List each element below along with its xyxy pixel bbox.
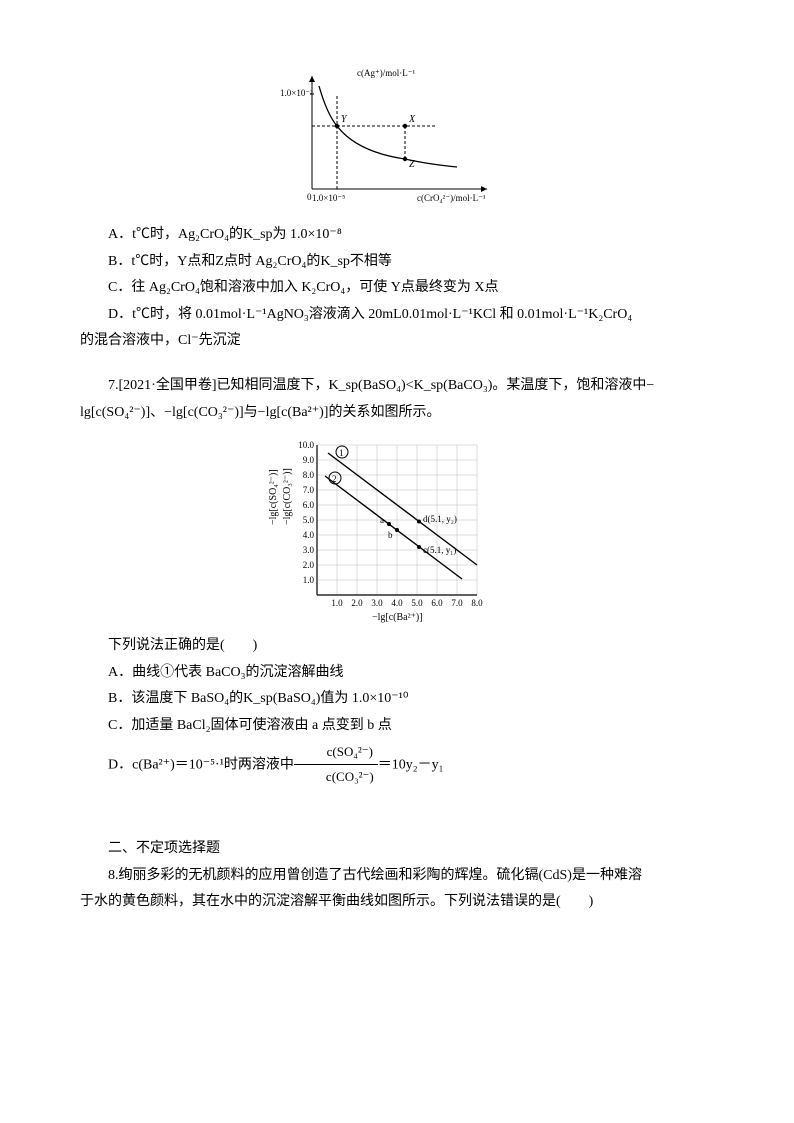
svg-text:3.0: 3.0 <box>371 598 383 608</box>
q6-option-a: A．t℃时，Ag₂CrO₄的K_sp为 1.0×10⁻⁸ <box>80 222 714 249</box>
svg-text:7.0: 7.0 <box>451 598 463 608</box>
chart1-ytick: 1.0×10⁻³ <box>280 88 313 98</box>
svg-text:1.0: 1.0 <box>303 575 315 585</box>
svg-text:c(Ag⁺)/mol·L⁻¹: c(Ag⁺)/mol·L⁻¹ <box>357 68 415 78</box>
q6-option-d1: D．t℃时，将 0.01mol·L⁻¹AgNO₃溶液滴入 20mL0.01mol… <box>80 302 714 329</box>
section-2-title: 二、不定项选择题 <box>80 836 714 863</box>
svg-text:Z: Z <box>409 159 415 170</box>
svg-text:2.0: 2.0 <box>351 598 363 608</box>
svg-text:1.0×10⁻⁵: 1.0×10⁻⁵ <box>312 193 345 203</box>
q7-intro2: lg[c(SO₄²⁻)]、−lg[c(CO₃²⁻)]与−lg[c(Ba²⁺)]的… <box>80 400 714 427</box>
svg-text:8.0: 8.0 <box>303 470 315 480</box>
svg-text:5.0: 5.0 <box>411 598 423 608</box>
svg-text:9.0: 9.0 <box>303 455 315 465</box>
svg-text:10.0: 10.0 <box>298 440 314 450</box>
svg-text:1.0: 1.0 <box>331 598 343 608</box>
svg-text:5.0: 5.0 <box>303 515 315 525</box>
svg-text:6.0: 6.0 <box>303 500 315 510</box>
svg-text:a: a <box>380 515 384 525</box>
svg-text:0: 0 <box>307 192 312 202</box>
q7-option-a: A．曲线①代表 BaCO₃的沉淀溶解曲线 <box>80 660 714 687</box>
svg-text:−lg[c(CO₃²⁻)]: −lg[c(CO₃²⁻)] <box>282 468 293 525</box>
svg-text:4.0: 4.0 <box>391 598 403 608</box>
chart2-container: 1.0 2.0 3.0 4.0 5.0 6.0 7.0 8.0 9.0 10.0 1.0 2.… <box>80 430 714 625</box>
q8-line1: 8.绚丽多彩的无机颜料的应用曾创造了古代绘画和彩陶的辉煌。硫化镉(CdS)是一种… <box>80 863 714 890</box>
svg-text:X: X <box>408 114 416 125</box>
svg-text:8.0: 8.0 <box>471 598 483 608</box>
svg-text:−lg[c(SO₄²⁻)]: −lg[c(SO₄²⁻)] <box>268 469 279 525</box>
q7-intro1: 7.[2021·全国甲卷]已知相同温度下，K_sp(BaSO₄)<K_sp(Ba… <box>80 373 714 400</box>
chart2-svg: 1.0 2.0 3.0 4.0 5.0 6.0 7.0 8.0 9.0 10.0 1.0 2.… <box>262 430 532 625</box>
q6-option-c: C．往 Ag₂CrO₄饱和溶液中加入 K₂CrO₄，可使 Y点最终变为 X点 <box>80 275 714 302</box>
svg-text:1: 1 <box>339 448 344 458</box>
q7-option-b: B．该温度下 BaSO₄的K_sp(BaSO₄)值为 1.0×10⁻¹⁰ <box>80 686 714 713</box>
svg-text:6.0: 6.0 <box>431 598 443 608</box>
q8-line2: 于水的黄色颜料，其在水中的沉淀溶解平衡曲线如图所示。下列说法错误的是( ) <box>80 889 714 916</box>
chart1-container: 1.0×10⁻³ Y X Z 1.0×10⁻⁵ c(CrO₄²⁻)/mol·L⁻… <box>80 64 714 214</box>
q7-d-pre: D．c(Ba²⁺)＝10⁻⁵·¹时两溶液中 <box>108 757 294 772</box>
svg-text:2.0: 2.0 <box>303 560 315 570</box>
chart1-svg: 1.0×10⁻³ Y X Z 1.0×10⁻⁵ c(CrO₄²⁻)/mol·L⁻… <box>277 64 517 214</box>
svg-text:−lg[c(Ba²⁺)]: −lg[c(Ba²⁺)] <box>372 612 423 623</box>
svg-text:Y: Y <box>341 114 348 125</box>
svg-text:4.0: 4.0 <box>303 530 315 540</box>
svg-text:c(CrO₄²⁻)/mol·L⁻¹: c(CrO₄²⁻)/mol·L⁻¹ <box>417 193 486 203</box>
q7-d-post: ＝10y₂－y₁ <box>378 757 444 772</box>
frac-den: c(CO₃²⁻) <box>294 765 378 790</box>
svg-text:2: 2 <box>332 474 337 484</box>
frac-num: c(SO₄²⁻) <box>294 740 378 766</box>
fraction: c(SO₄²⁻)c(CO₃²⁻) <box>294 740 378 790</box>
q6-option-d2: 的混合溶液中，Cl⁻先沉淀 <box>80 328 714 355</box>
svg-text:d(5.1, y₂): d(5.1, y₂) <box>423 514 457 524</box>
svg-text:3.0: 3.0 <box>303 545 315 555</box>
svg-text:b: b <box>388 530 393 540</box>
svg-text:7.0: 7.0 <box>303 485 315 495</box>
q7-lead: 下列说法正确的是( ) <box>80 633 714 660</box>
q6-option-b: B．t℃时，Y点和Z点时 Ag₂CrO₄的K_sp不相等 <box>80 249 714 276</box>
q7-option-d: D．c(Ba²⁺)＝10⁻⁵·¹时两溶液中c(SO₄²⁻)c(CO₃²⁻)＝10… <box>80 740 714 790</box>
q7-option-c: C．加适量 BaCl₂固体可使溶液由 a 点变到 b 点 <box>80 713 714 740</box>
svg-text:c(5.1, y₁): c(5.1, y₁) <box>423 545 456 555</box>
